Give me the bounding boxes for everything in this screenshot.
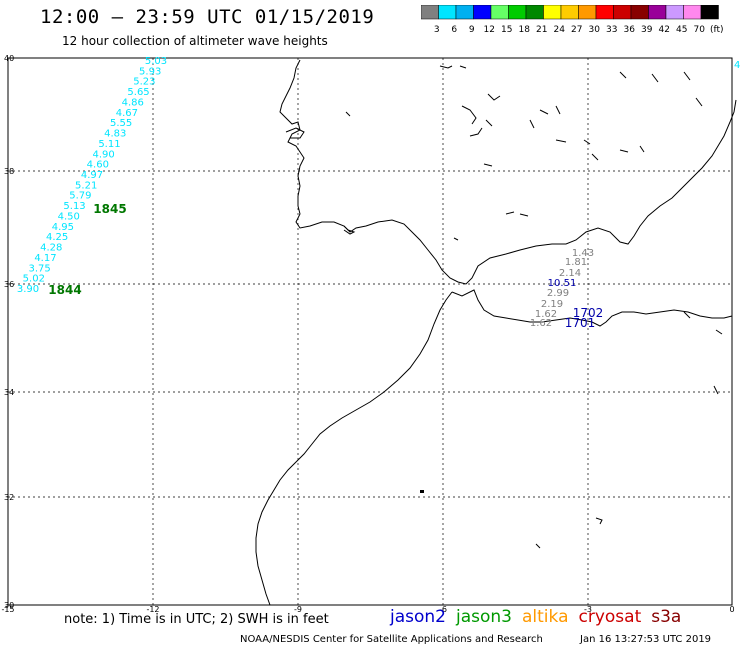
track-labels: 5.035.935.235.654.864.675.554.835.114.90… [17, 56, 740, 330]
colorbar-label: 9 [469, 25, 475, 35]
pass-time-label: 1844 [48, 283, 81, 297]
wave-height-value: 1.62 [535, 309, 557, 320]
wave-height-value: 2.19 [541, 299, 563, 310]
cadiz-bay [343, 225, 356, 235]
colorbar-label: 45 [676, 25, 687, 35]
colorbar-label: 42 [659, 25, 670, 35]
credit-line: NOAA/NESDIS Center for Satellite Applica… [240, 634, 543, 645]
colorbar-label: 39 [641, 25, 653, 35]
lon-label: -15 [1, 605, 14, 614]
wave-height-value: 4.86 [122, 97, 144, 108]
note-text: note: 1) Time is in UTC; 2) SWH is in fe… [64, 612, 329, 627]
wave-height-value: 5.23 [133, 77, 155, 88]
wave-height-value: 2.14 [559, 268, 581, 279]
wave-height-value: 3.75 [29, 263, 51, 274]
wave-height-value: 4.90 [93, 149, 115, 160]
lat-label: 32 [4, 493, 14, 502]
legend-jason2: jason2 [390, 607, 446, 627]
color-scale-bar: 3 6 9 12 15 18 21 24 27 30 33 36 39 42 45 70 (ft) [421, 5, 724, 35]
wave-height-value: 4.17 [34, 253, 56, 264]
wave-height-value: 4.25 [46, 232, 68, 243]
wave-height-value: 1.43 [572, 248, 594, 259]
wave-height-value: 4.83 [104, 129, 126, 140]
pass-time-label: 1702 [573, 306, 604, 320]
legend-cryosat: cryosat [578, 607, 642, 627]
wave-height-value: 1.81 [565, 257, 587, 268]
map-frame [7, 57, 733, 606]
colorbar-label: 27 [571, 25, 582, 35]
legend-altika: altika [522, 607, 569, 627]
wave-height-value: 2.99 [547, 288, 569, 299]
colorbar-label: 21 [536, 25, 547, 35]
lat-label: 30 [4, 601, 14, 610]
north-africa-med-coast [451, 289, 733, 327]
colorbar-label: 12 [484, 25, 495, 35]
legend-jason3: jason3 [456, 607, 512, 627]
wave-height-value: 4.50 [58, 211, 80, 222]
colorbar-label: 24 [554, 25, 566, 35]
lat-label: 40 [4, 54, 14, 63]
axis-labels: 40 38 36 34 32 30-15 -12 -9 -6 -3 0 [1, 54, 734, 614]
wave-height-value: 5.79 [69, 191, 91, 202]
page-title: 12:00 – 23:59 UTC 01/15/2019 [40, 6, 375, 28]
lon-label: -3 [584, 605, 592, 614]
legend-s3a: s3a [651, 607, 682, 627]
colorbar-label: 3 [434, 25, 440, 35]
colorbar-label: 30 [589, 25, 601, 35]
wave-height-value: 4.67 [116, 108, 138, 119]
wave-height-value: 4.97 [81, 170, 103, 181]
subtitle: 12 hour collection of altimeter wave hei… [62, 34, 328, 48]
wave-height-value: 5.21 [75, 180, 97, 191]
colorbar-label: 36 [624, 25, 636, 35]
wave-height-value: 5.03 [145, 56, 167, 67]
wave-height-value: 3.90 [17, 284, 39, 295]
iberia-atlantic-coast [279, 59, 737, 285]
lon-label: 0 [729, 605, 734, 614]
lat-label: 38 [4, 167, 14, 176]
wave-height-value: 5.11 [98, 139, 120, 150]
wave-height-value: 1.62 [530, 318, 552, 329]
wave-height-value: 5.65 [127, 87, 149, 98]
colorbar-label: (ft) [710, 25, 724, 35]
colorbar-label: 18 [519, 25, 531, 35]
colorbar-label: 33 [606, 25, 617, 35]
wave-height-value: 5.55 [110, 118, 132, 129]
lon-label: -9 [294, 605, 302, 614]
wave-height-value: 4.60 [87, 160, 109, 171]
lat-label: 36 [4, 280, 14, 289]
lat-lon-grid [8, 58, 732, 605]
wave-height-value: 4.28 [40, 243, 62, 254]
lisbon-estuary [285, 127, 305, 139]
wave-height-value: 5.13 [63, 201, 85, 212]
wave-height-value: 4.95 [52, 222, 74, 233]
coastlines [255, 59, 737, 606]
lon-label: -12 [146, 605, 159, 614]
wave-height-value: 5.93 [139, 66, 161, 77]
color-swatch [700, 5, 719, 20]
timestamp: Jan 16 13:27:53 UTC 2019 [580, 634, 712, 645]
colorbar-label: 15 [501, 25, 512, 35]
wave-height-value: 10.51 [548, 278, 577, 289]
lon-label: -6 [439, 605, 447, 614]
pass-time-label: 1845 [93, 202, 126, 216]
colorbar-label: 70 [694, 25, 706, 35]
colorbar-label: 6 [451, 25, 457, 35]
pass-time-label: 1701 [565, 316, 596, 330]
wave-height-value: 5.02 [23, 274, 45, 285]
morocco-coast [255, 291, 453, 606]
lat-label: 34 [4, 388, 14, 397]
satellite-legend: jason2 jason3 altika cryosat s3a [390, 607, 691, 627]
wave-height-value: 4 [734, 60, 740, 71]
